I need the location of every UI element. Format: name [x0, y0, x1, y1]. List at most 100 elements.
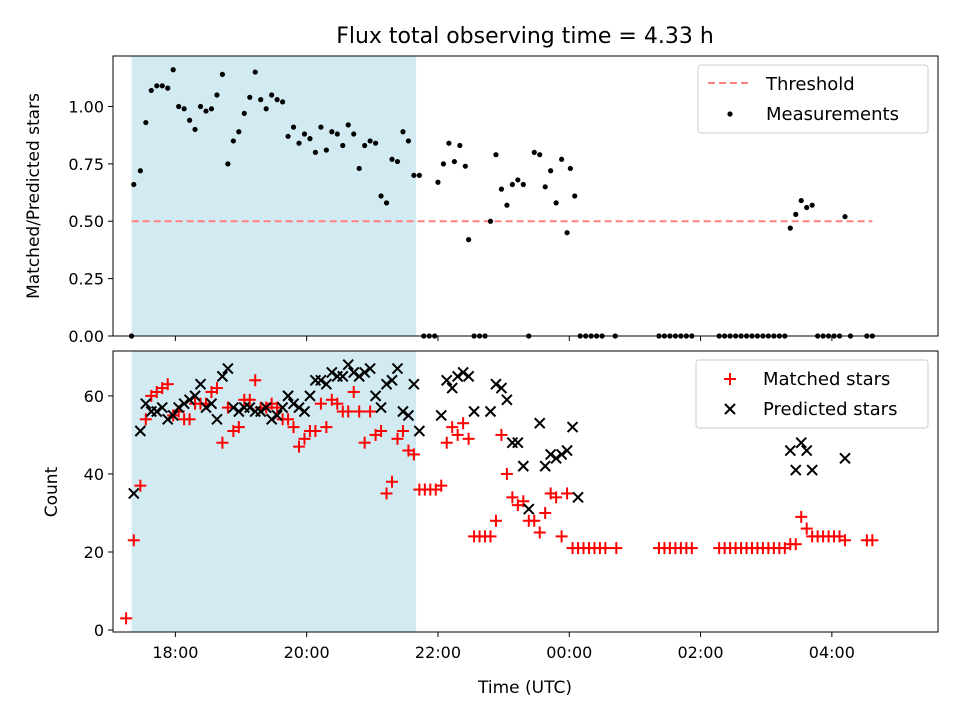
- predicted-point: [490, 378, 502, 390]
- measurement-point: [567, 165, 573, 172]
- measurement-point: [274, 97, 280, 103]
- matched-point: [309, 425, 322, 438]
- ratio-legend-box: [697, 64, 929, 134]
- predicted-point: [162, 413, 174, 426]
- measurement-point: [531, 149, 537, 155]
- measurement-point: [798, 197, 804, 204]
- predicted-point: [233, 405, 245, 418]
- measurement-point: [400, 129, 406, 135]
- measurement-point: [345, 122, 351, 128]
- measurement-point: [487, 218, 494, 224]
- predicted-point: [276, 401, 289, 414]
- measurement-point: [394, 158, 401, 165]
- measurement-point: [340, 142, 346, 149]
- measurement-point: [312, 149, 319, 155]
- matched-point: [120, 612, 133, 625]
- matched-point: [243, 393, 256, 406]
- measurement-point: [241, 110, 247, 116]
- measurement-point: [446, 140, 452, 146]
- measurement-point: [372, 140, 379, 146]
- predicted-point: [495, 382, 508, 394]
- matched-point: [506, 491, 519, 504]
- measurement-point: [329, 129, 335, 135]
- predicted-point: [517, 460, 530, 472]
- matched-point: [210, 382, 223, 395]
- matched-point: [789, 538, 802, 551]
- measurement-point: [416, 172, 422, 178]
- matched-legend-swatch: [724, 373, 736, 385]
- x-tick-label: 02:00: [678, 643, 724, 662]
- predicted-legend-swatch: [724, 403, 736, 415]
- predicted-point: [282, 390, 294, 402]
- matched-point: [221, 401, 234, 414]
- measurement-point: [457, 142, 463, 149]
- predicted-point: [806, 464, 818, 476]
- measurement-point: [159, 83, 165, 89]
- x-tick-label: 20:00: [284, 643, 330, 662]
- predicted-point: [523, 503, 535, 515]
- measurement-point: [269, 92, 275, 98]
- measurement-point: [493, 152, 499, 158]
- measurement-point: [165, 85, 171, 91]
- x-tick-label: 18:00: [152, 643, 198, 662]
- measurement-point: [285, 133, 291, 139]
- measurement-point: [258, 97, 264, 103]
- measurement-point: [318, 124, 324, 130]
- predicted-point: [315, 374, 327, 386]
- matched-point: [610, 542, 623, 555]
- matched-point: [599, 542, 612, 555]
- measurement-point: [170, 67, 176, 73]
- predicted-point: [468, 405, 480, 418]
- measurement-point: [559, 156, 565, 162]
- measurement-point: [362, 142, 368, 149]
- predicted-point: [457, 366, 469, 379]
- matched-point: [407, 448, 420, 461]
- measurement-point: [131, 181, 137, 188]
- predicted-point: [790, 464, 802, 476]
- predicted-point: [544, 448, 557, 461]
- predicted-point: [441, 374, 453, 386]
- measurement-point: [203, 108, 209, 114]
- matched-point: [396, 425, 409, 438]
- matched-point: [685, 542, 698, 555]
- matched-point: [446, 421, 459, 434]
- matched-point: [517, 495, 530, 508]
- predicted-point: [178, 397, 190, 410]
- matched-point: [314, 397, 327, 410]
- predicted-point: [501, 394, 513, 406]
- measurement-point: [323, 147, 329, 153]
- matched-point: [838, 534, 851, 547]
- measurement-point: [383, 200, 390, 206]
- measurement-point: [351, 131, 357, 137]
- counts-panel-frame: [112, 350, 939, 633]
- measurement-point: [290, 124, 297, 130]
- predicted-point: [572, 491, 584, 504]
- measurement-point: [498, 186, 505, 192]
- measurement-point: [247, 94, 253, 100]
- matched-point: [216, 436, 229, 449]
- y-tick-label: 0.25: [68, 270, 104, 289]
- matched-point: [489, 514, 502, 527]
- observing-span: [131, 56, 417, 336]
- matched-point: [331, 397, 344, 410]
- measurement-point: [504, 202, 510, 208]
- matched-point: [484, 530, 497, 543]
- observing-span: [131, 351, 417, 632]
- measurements-legend-swatch: [727, 111, 733, 117]
- ratio-panel-frame: [112, 55, 939, 337]
- matched-point: [495, 428, 508, 441]
- predicted-point: [353, 370, 365, 383]
- x-tick-label: 00:00: [546, 643, 592, 662]
- predicted-point: [183, 394, 196, 406]
- matched-point: [127, 534, 140, 547]
- matched-point: [249, 374, 262, 387]
- predicted-point: [446, 382, 458, 394]
- counts-panel: 0 20 40 60 18:00 20:00 22:00 00:00 02:00 04:00 Ti…: [42, 350, 939, 698]
- measurement-point: [192, 126, 198, 133]
- predicted-point: [784, 444, 796, 457]
- predicted-point: [227, 401, 240, 414]
- measurement-point: [411, 172, 417, 178]
- matched-point: [232, 421, 245, 434]
- predicted-point: [200, 401, 212, 414]
